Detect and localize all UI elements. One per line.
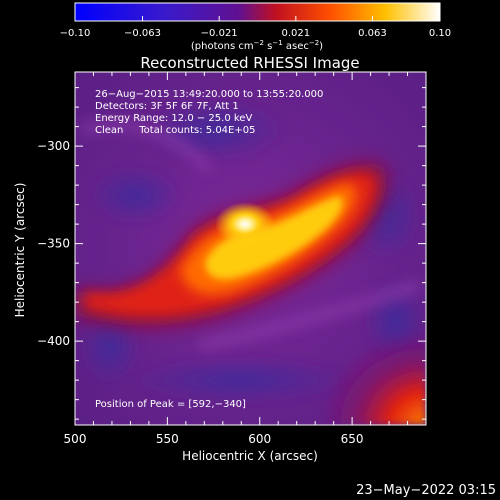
- y-tick-label: −400: [37, 334, 70, 348]
- annotation-energy-range: Energy Range: 12.0 − 25.0 keV: [95, 113, 252, 124]
- colorbar-tick-label: 0.021: [282, 28, 311, 39]
- annotation-clean-counts: Clean Total counts: 5.04E+05: [95, 125, 255, 136]
- colorbar-unit: (photons cm−2 s−1 asec−2): [191, 39, 323, 52]
- colorbar-tick-label: −0.021: [201, 28, 238, 39]
- annotation-detectors: Detectors: 3F 5F 6F 7F, Att 1: [95, 101, 239, 112]
- blue-region-lower-left: [80, 305, 140, 385]
- annotation-time-range: 26−Aug−2015 13:49:20.000 to 13:55:20.000: [95, 89, 323, 100]
- blue-region-lower: [130, 358, 350, 402]
- y-tick-label: −300: [37, 139, 70, 153]
- annotation-block: 26−Aug−2015 13:49:20.000 to 13:55:20.000…: [95, 89, 323, 136]
- timestamp: 23−May−2022 03:15: [356, 483, 496, 498]
- colorbar-tick-label: 0.063: [358, 28, 387, 39]
- y-tick-label: −350: [37, 237, 70, 251]
- x-tick-label: 500: [64, 432, 87, 446]
- y-axis-label: Heliocentric Y (arcsec): [13, 183, 27, 318]
- faint-arc-lower: [198, 278, 423, 352]
- colorbar-ticks: −0.10 −0.063 −0.021 0.021 0.063 0.10: [60, 16, 451, 39]
- colorbar-tick-label: −0.063: [124, 28, 161, 39]
- colorbar: −0.10 −0.063 −0.021 0.021 0.063 0.10 (photons…: [60, 2, 451, 52]
- axis-ticks: 500 550 600 650 −300 −350 −400: [37, 72, 427, 446]
- colorbar-tick-label: 0.10: [429, 28, 451, 39]
- colorbar-frame: [74, 2, 441, 22]
- x-axis-label: Heliocentric X (arcsec): [182, 449, 318, 463]
- corner-hot-spot: [320, 330, 426, 425]
- peak-position-label: Position of Peak = [592,−340]: [95, 399, 246, 410]
- source-yellow: [205, 196, 343, 280]
- chart-title: Reconstructed RHESSI Image: [140, 54, 359, 72]
- colorbar-tick-label: −0.10: [60, 28, 91, 39]
- x-tick-label: 600: [248, 432, 271, 446]
- faint-arc-upper: [78, 119, 215, 175]
- colorbar-gradient: [75, 3, 440, 21]
- x-tick-label: 650: [341, 432, 364, 446]
- heatmap-image: [75, 72, 426, 425]
- x-tick-label: 550: [156, 432, 179, 446]
- peak-core: [214, 202, 275, 247]
- plot-frame: [74, 71, 427, 426]
- blue-region-left: [90, 167, 180, 223]
